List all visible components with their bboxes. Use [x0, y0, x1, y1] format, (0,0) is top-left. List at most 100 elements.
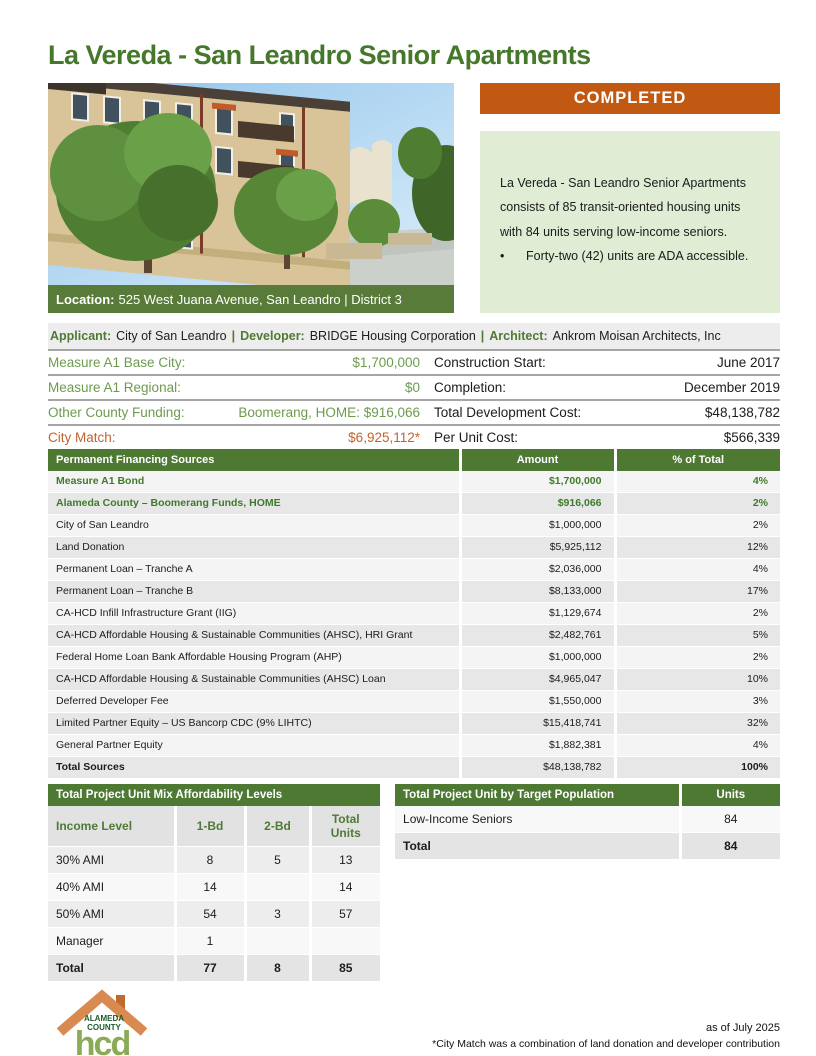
- alameda-county-hcd-logo: ALAMEDA COUNTY hcd Housing & Community D…: [56, 989, 148, 1056]
- unit-mix-title: Total Project Unit Mix Affordability Lev…: [48, 784, 381, 806]
- summary-left-label: Other County Funding:: [48, 405, 185, 420]
- population-total-row: Total 84: [395, 832, 781, 860]
- income-level-cell: Manager: [48, 927, 175, 955]
- source-cell: Permanent Loan – Tranche A: [48, 558, 460, 581]
- amount-cell: $1,000,000: [458, 646, 615, 669]
- bd1-cell: 1: [173, 927, 245, 955]
- pct-cell: 5%: [613, 624, 780, 647]
- col-income-level: Income Level: [48, 806, 175, 847]
- location-label: Location:: [56, 291, 115, 307]
- total-cell: [308, 927, 381, 955]
- summary-left-value: $0: [404, 380, 420, 395]
- source-cell: Measure A1 Bond: [48, 471, 460, 493]
- summary-left-value: $6,925,112*: [348, 430, 420, 445]
- amount-cell: $2,482,761: [458, 624, 615, 647]
- parties-bar: Applicant: City of San Leandro | Develop…: [48, 323, 780, 349]
- location-value: 525 West Juana Avenue, San Leandro | Dis…: [118, 291, 402, 307]
- summary-row: Measure A1 Base City: $1,700,000 Constru…: [48, 351, 780, 376]
- table-row: 30% AMI 8 5 13: [48, 846, 381, 874]
- project-description: La Vereda - San Leandro Senior Apartment…: [500, 176, 746, 239]
- financing-header-amount: Amount: [458, 449, 615, 471]
- pct-cell: 17%: [613, 580, 780, 603]
- status-badge: COMPLETED: [480, 83, 780, 114]
- summary-right-value: $566,339: [723, 430, 780, 445]
- target-population-table: Total Project Unit by Target Population …: [395, 784, 781, 860]
- separator: |: [231, 329, 236, 343]
- developer-label: Developer:: [240, 329, 305, 343]
- amount-cell: $1,882,381: [458, 734, 615, 757]
- funding-summary: Measure A1 Base City: $1,700,000 Constru…: [48, 349, 780, 449]
- table-row: Alameda County – Boomerang Funds, HOME $9…: [48, 492, 780, 515]
- pct-cell: 2%: [613, 602, 780, 625]
- source-cell: Deferred Developer Fee: [48, 690, 460, 713]
- summary-left-label: Measure A1 Regional:: [48, 380, 181, 395]
- project-fact-sheet: La Vereda - San Leandro Senior Apartment…: [0, 40, 816, 1056]
- summary-row: Other County Funding: Boomerang, HOME: $…: [48, 401, 780, 426]
- building-photo-illustration: [48, 83, 454, 285]
- bottom-tables: Total Project Unit Mix Affordability Lev…: [48, 784, 781, 982]
- amount-cell: $48,138,782: [458, 756, 615, 779]
- summary-right-value: June 2017: [716, 355, 780, 370]
- bullet-icon: •: [500, 249, 505, 264]
- table-row: CA-HCD Infill Infrastructure Grant (IIG)…: [48, 602, 780, 625]
- summary-right-label: Completion:: [434, 380, 507, 395]
- table-row: Deferred Developer Fee $1,550,000 3%: [48, 690, 780, 713]
- table-row: City of San Leandro $1,000,000 2%: [48, 514, 780, 537]
- pct-cell: 2%: [613, 492, 780, 515]
- amount-cell: $1,550,000: [458, 690, 615, 713]
- summary-row: Measure A1 Regional: $0 Completion: Dece…: [48, 376, 780, 401]
- total-cell: 13: [308, 846, 381, 874]
- summary-left-value: Boomerang, HOME: $916,066: [238, 405, 420, 420]
- amount-cell: $5,925,112: [458, 536, 615, 559]
- top-section: Location: 525 West Juana Avenue, San Lea…: [48, 83, 780, 313]
- amount-cell: $1,129,674: [458, 602, 615, 625]
- table-row: Federal Home Loan Bank Affordable Housin…: [48, 646, 780, 669]
- source-cell: CA-HCD Affordable Housing & Sustainable …: [48, 668, 460, 691]
- footer: ALAMEDA COUNTY hcd Housing & Community D…: [48, 988, 780, 1056]
- developer-value: BRIDGE Housing Corporation: [309, 329, 476, 343]
- table-row: Permanent Loan – Tranche A $2,036,000 4%: [48, 558, 780, 581]
- amount-cell: $15,418,741: [458, 712, 615, 735]
- table-row: Land Donation $5,925,112 12%: [48, 536, 780, 559]
- bd1-cell: 54: [173, 900, 245, 928]
- architect-value: Ankrom Moisan Architects, Inc: [552, 329, 721, 343]
- applicant-label: Applicant:: [50, 329, 112, 343]
- income-level-cell: 50% AMI: [48, 900, 175, 928]
- source-cell: Limited Partner Equity – US Bancorp CDC …: [48, 712, 460, 735]
- source-cell: General Partner Equity: [48, 734, 460, 757]
- income-level-cell: 40% AMI: [48, 873, 175, 901]
- total-sources-row: Total Sources $48,138,782 100%: [48, 756, 780, 779]
- bd1-cell: 77: [173, 954, 245, 982]
- pct-cell: 10%: [613, 668, 780, 691]
- units-header: Units: [678, 784, 781, 806]
- as-of-date: as of July 2025: [706, 1021, 780, 1034]
- financing-table: Permanent Financing Sources Amount % of …: [48, 449, 780, 779]
- bd1-cell: 8: [173, 846, 245, 874]
- source-cell: CA-HCD Infill Infrastructure Grant (IIG): [48, 602, 460, 625]
- summary-right-value: December 2019: [683, 380, 780, 395]
- summary-right-label: Total Development Cost:: [434, 405, 582, 420]
- population-cell: Total: [395, 832, 681, 860]
- pct-cell: 12%: [613, 536, 780, 559]
- pct-cell: 3%: [613, 690, 780, 713]
- page-title: La Vereda - San Leandro Senior Apartment…: [48, 40, 591, 70]
- financing-header-pct: % of Total: [613, 449, 780, 471]
- bd2-cell: 3: [243, 900, 310, 928]
- summary-right-value: $48,138,782: [704, 405, 780, 420]
- source-cell: City of San Leandro: [48, 514, 460, 537]
- source-cell: Permanent Loan – Tranche B: [48, 580, 460, 603]
- building-photo: Location: 525 West Juana Avenue, San Lea…: [48, 83, 454, 313]
- total-cell: 14: [308, 873, 381, 901]
- summary-left-value: $1,700,000: [352, 355, 420, 370]
- bd1-cell: 14: [173, 873, 245, 901]
- summary-row-city-match: City Match: $6,925,112* Per Unit Cost: $…: [48, 426, 780, 449]
- separator: |: [480, 329, 485, 343]
- target-population-title: Total Project Unit by Target Population: [395, 784, 681, 806]
- footer-notes: as of July 2025 *City Match was a combin…: [432, 1021, 780, 1052]
- location-bar: Location: 525 West Juana Avenue, San Lea…: [48, 285, 454, 313]
- col-total-units: Total Units: [308, 806, 381, 847]
- unit-mix-title-row: Total Project Unit Mix Affordability Lev…: [48, 784, 381, 806]
- logo-acronym: hcd: [75, 1025, 130, 1056]
- table-row: CA-HCD Affordable Housing & Sustainable …: [48, 624, 780, 647]
- summary-right-label: Per Unit Cost:: [434, 430, 519, 445]
